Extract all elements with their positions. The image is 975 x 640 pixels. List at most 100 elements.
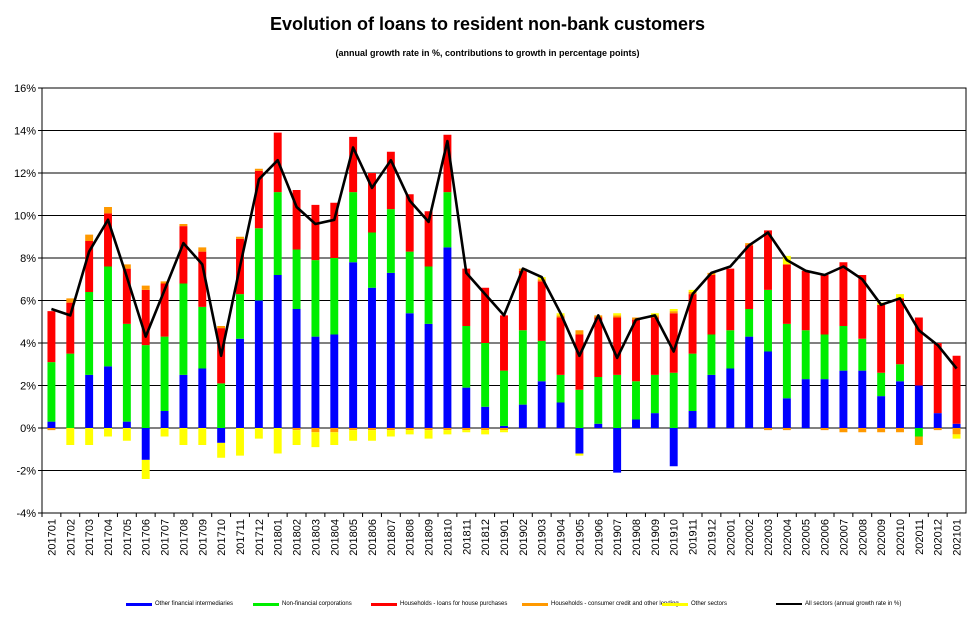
y-tick-label: 16% <box>14 83 36 95</box>
bar-segment <box>330 428 339 433</box>
legend-item-households-house-purchases: Households - loans for house purchases <box>371 601 507 615</box>
bar-segment <box>632 419 640 428</box>
bar-segment <box>443 247 452 428</box>
bar-segment <box>160 283 169 337</box>
x-tick-label: 201802 <box>292 519 304 556</box>
bar-segment <box>462 387 471 428</box>
x-tick-label: 201702 <box>65 519 77 556</box>
bar-segment <box>292 309 301 428</box>
bar-segment <box>707 334 716 375</box>
bar-segment <box>556 374 565 403</box>
y-tick-label: 6% <box>20 296 36 308</box>
bar-segment <box>500 430 508 433</box>
bar-segment <box>726 368 735 428</box>
bar-segment <box>368 287 376 428</box>
bar-segment <box>613 374 622 428</box>
bar-segment <box>443 134 452 193</box>
x-tick-label: 201907 <box>612 519 624 556</box>
bar-segment <box>858 275 867 339</box>
bar-segment <box>254 228 263 301</box>
bar-segment <box>782 323 791 399</box>
bar-segment <box>669 372 678 428</box>
bar-segment <box>820 428 829 431</box>
x-tick-label: 202003 <box>763 519 775 556</box>
bar-segment <box>122 264 131 269</box>
bar-segment <box>745 336 754 428</box>
bar-segment <box>104 266 112 367</box>
bar-segment <box>839 262 848 326</box>
bar-segment <box>217 383 226 428</box>
y-tick-label: 2% <box>20 381 36 393</box>
bar-segment <box>179 428 188 445</box>
bar-segment <box>85 428 94 445</box>
all-sectors-line <box>50 139 958 370</box>
bar-segment <box>669 428 678 467</box>
legend-label: Households - loans for house purchases <box>400 601 508 607</box>
bar-segment <box>462 428 471 431</box>
bar-segment <box>575 389 584 428</box>
bar-segment <box>952 434 961 439</box>
y-tick-label: 14% <box>14 126 36 138</box>
bar-segment <box>66 353 75 428</box>
legend-label: Non-financial corporations <box>282 601 352 607</box>
bar-segment <box>914 385 923 428</box>
bar-segment <box>914 436 923 445</box>
x-tick-label: 201712 <box>254 519 266 556</box>
bar-segment <box>650 413 659 428</box>
bar-segment <box>311 260 320 337</box>
x-tick-label: 201910 <box>669 519 681 556</box>
x-tick-label: 201710 <box>216 519 228 556</box>
bar-segment <box>613 313 622 316</box>
bar-segment <box>198 368 207 428</box>
bar-segment <box>877 428 886 433</box>
bar-segment <box>537 340 546 382</box>
bar-segment <box>179 374 188 428</box>
bar-segment <box>594 423 603 428</box>
bar-segment <box>236 428 244 456</box>
bar-segment <box>292 190 301 250</box>
x-tick-label: 202004 <box>782 519 794 556</box>
x-tick-label: 201808 <box>405 519 417 556</box>
x-tick-label: 201708 <box>178 519 190 556</box>
x-tick-label: 202001 <box>725 519 737 556</box>
x-tick-label: 201801 <box>273 519 285 556</box>
legend-item-non-financial-corporations: Non-financial corporations <box>253 601 352 615</box>
bar-segment <box>66 298 75 303</box>
bar-segment <box>933 428 942 431</box>
bar-segment <box>141 285 150 290</box>
bar-segment <box>405 194 414 252</box>
bar-segment <box>85 241 94 292</box>
bar-segment <box>914 317 923 386</box>
bar-segment <box>273 192 282 275</box>
bar-segment <box>311 204 320 261</box>
bar-segment <box>368 430 376 441</box>
bar-segment <box>330 432 339 445</box>
bar-segment <box>236 338 244 428</box>
bar-segment <box>311 428 320 433</box>
bar-segment <box>858 370 867 428</box>
bar-segment <box>481 428 490 431</box>
bar-segment <box>273 275 282 428</box>
bar-segment <box>839 326 848 371</box>
bar-segment <box>217 442 226 458</box>
bar-segment <box>537 281 546 341</box>
bar-segment <box>104 213 112 267</box>
bar-segment <box>179 224 188 227</box>
x-tick-label: 202002 <box>744 519 756 556</box>
bar-segment <box>254 300 263 428</box>
x-tick-label: 202007 <box>838 519 850 556</box>
bar-segment <box>386 272 395 428</box>
bar-segment <box>575 330 584 335</box>
bar-segment <box>632 319 640 382</box>
bar-segment <box>122 421 131 428</box>
x-tick-label: 201809 <box>424 519 436 556</box>
bar-segment <box>443 430 452 435</box>
y-tick-label: 8% <box>20 253 36 265</box>
bar-segment <box>896 298 904 365</box>
bar-segment <box>236 236 244 239</box>
x-tick-label: 201701 <box>46 519 58 556</box>
x-tick-label: 202005 <box>801 519 813 556</box>
bar-segment <box>820 275 829 335</box>
x-tick-label: 201811 <box>461 519 473 555</box>
bar-segment <box>801 379 810 428</box>
